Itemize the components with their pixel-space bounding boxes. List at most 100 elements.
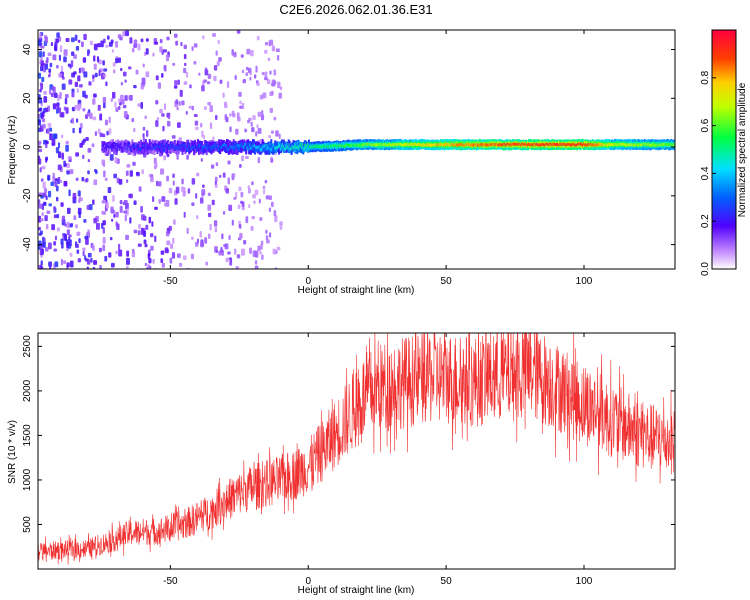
snr-series-layer <box>38 333 675 565</box>
spectrogram-cell <box>104 119 109 126</box>
spectrogram-cell <box>170 243 174 249</box>
spectrogram-cell <box>115 250 118 255</box>
spectrogram-cell <box>92 245 95 251</box>
spectrogram-cell <box>119 199 123 205</box>
spectrogram-cell <box>109 154 114 161</box>
spectrogram-cell <box>69 252 73 257</box>
spectrogram-cell <box>250 121 253 127</box>
x-tick-label: 0 <box>305 576 311 587</box>
spectrogram-cell <box>119 94 124 102</box>
spectrogram-cell <box>247 185 251 189</box>
spectrogram-cell <box>251 216 255 220</box>
spectrogram-cell <box>38 40 42 46</box>
spectrogram-cell <box>268 195 273 200</box>
spectrogram-cell <box>251 181 254 186</box>
spectrogram-cell <box>228 204 233 212</box>
spectrogram-cell <box>209 223 212 231</box>
spectrogram-ridge-cell <box>226 139 229 150</box>
spectrogram-cell <box>95 222 100 230</box>
spectrogram-cell <box>77 39 81 43</box>
spectrogram-cell <box>163 65 167 71</box>
spectrogram-cell <box>123 111 128 119</box>
spectrogram-cell <box>219 174 222 178</box>
spectrogram-cell <box>111 218 114 222</box>
snr-y-axis-label: SNR (10 * v/v) <box>7 420 18 484</box>
spectrogram-cell <box>50 181 55 186</box>
spectrogram-cell <box>67 207 71 215</box>
spectrogram-cell <box>112 62 116 67</box>
spectrogram-cell <box>177 122 181 128</box>
spectrogram-cell <box>133 85 137 89</box>
spectrogram-cell <box>53 92 58 98</box>
spectrogram-cell <box>181 100 185 106</box>
spectrogram-cell <box>257 111 262 117</box>
spectrogram-cell <box>85 178 89 183</box>
spectrogram-cell <box>253 200 256 204</box>
spectrogram-cell <box>39 88 42 93</box>
spectrogram-cell <box>48 68 52 73</box>
spectrogram-cell <box>119 205 123 213</box>
spectrogram-cell <box>94 72 98 78</box>
spectrogram-cell <box>75 118 79 123</box>
spectrogram-cell <box>82 250 85 257</box>
colorbar-tick-label: 0.4 <box>700 166 711 180</box>
spectrogram-cell <box>218 57 222 62</box>
spectrogram-cell <box>277 81 281 89</box>
spectrogram-cell <box>273 210 277 217</box>
colorbar-gradient <box>712 30 736 269</box>
spectrogram-cell <box>199 231 202 238</box>
spectrogram-cell <box>150 233 154 238</box>
spectrogram-cell <box>270 201 274 208</box>
spectrogram-cell <box>105 44 109 48</box>
spectrogram-cell <box>53 248 57 252</box>
spectrogram-cell <box>145 38 149 42</box>
spectrogram-cell <box>46 210 51 214</box>
spectrogram-cell <box>276 246 281 251</box>
spectrogram-cell <box>38 157 41 164</box>
spectrogram-cell <box>47 122 52 128</box>
spectrogram-cell <box>104 255 108 262</box>
spectrogram-cell <box>108 116 111 124</box>
spectrogram-cell <box>272 248 276 255</box>
spectrogram-cell <box>64 97 68 105</box>
spectrogram-cell <box>210 164 215 169</box>
spectrogram-cell <box>60 258 63 266</box>
spectrogram-cell <box>69 169 74 175</box>
spectrogram-cell <box>113 213 116 218</box>
spectrogram-cell <box>237 204 241 210</box>
spectrogram-cell <box>39 32 42 40</box>
spectrogram-cell <box>160 258 164 263</box>
spectrogram-cell <box>59 92 62 99</box>
spectrogram-cell <box>103 170 106 178</box>
spectrogram-cell <box>113 173 117 179</box>
spectrogram-cell <box>81 177 85 182</box>
spectrogram-cell <box>52 103 57 110</box>
spectrogram-cell <box>259 217 263 222</box>
spectrogram-cell <box>110 206 114 214</box>
spectrogram-cell <box>71 90 75 98</box>
spectrogram-cell <box>112 91 116 99</box>
spectrogram-cell <box>104 177 108 182</box>
spectrogram-cell <box>75 46 80 51</box>
spectrogram-cell <box>178 137 182 142</box>
spectrogram-cell <box>82 90 86 98</box>
spectrogram-cell <box>118 105 121 110</box>
spectrogram-cell <box>87 252 92 258</box>
spectrogram-cell <box>144 262 148 267</box>
spectrogram-cell <box>226 81 230 89</box>
y-tick-label: 500 <box>22 516 33 533</box>
spectrogram-cell <box>65 140 69 145</box>
spectrogram-cell <box>164 202 167 207</box>
spectrogram-cell <box>88 109 91 113</box>
spectrogram-cell <box>122 71 127 77</box>
spectrogram-cell <box>196 172 200 177</box>
colorbar-label: Normalized spectral amplitude <box>737 82 748 217</box>
spectrogram-cell <box>52 172 55 179</box>
spectrogram-cell <box>248 204 251 209</box>
spectrogram-cell <box>110 39 114 44</box>
spectrogram-cell <box>46 140 49 145</box>
spectrogram-cell <box>77 207 82 215</box>
spectrogram-cell <box>163 103 167 111</box>
spectrogram-cell <box>138 186 142 192</box>
spectrogram-cell <box>78 199 81 203</box>
